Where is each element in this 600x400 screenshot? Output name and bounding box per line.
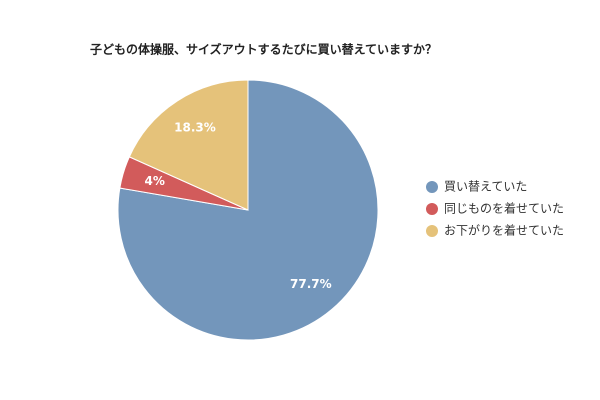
value-label: 4% bbox=[145, 174, 165, 188]
pie-slice bbox=[128, 79, 249, 211]
legend-label: 買い替えていた bbox=[444, 180, 527, 194]
chart-title: 子どもの体操服、サイズアウトするたびに買い替えていますか？ bbox=[90, 42, 437, 57]
legend-label: お下がりを着せていた bbox=[444, 223, 564, 238]
value-label: 18.3% bbox=[174, 121, 216, 135]
legend-label: 同じものを着せていた bbox=[444, 201, 564, 216]
legend-marker bbox=[426, 225, 438, 237]
legend-marker bbox=[426, 203, 438, 215]
legend-marker bbox=[426, 181, 438, 193]
value-label: 77.7% bbox=[290, 277, 332, 291]
